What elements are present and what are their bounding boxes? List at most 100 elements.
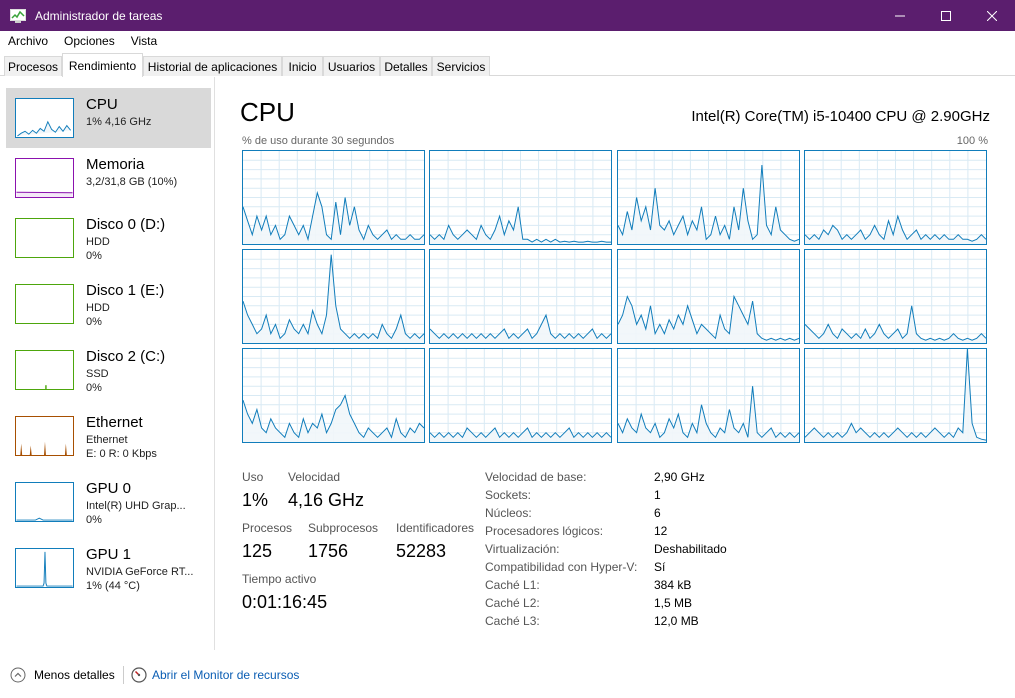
menu-bar: Archivo Opciones Vista [0,31,1015,51]
sidebar-line2: 0% [86,382,102,394]
minimize-icon [895,15,905,16]
info-label: Caché L2: [485,596,540,610]
info-label: Procesadores lógicos: [485,524,604,538]
menu-opciones[interactable]: Opciones [64,34,115,48]
info-label: Caché L1: [485,578,540,592]
info-value: Deshabilitado [654,542,727,556]
sidebar-line1: SSD [86,368,109,380]
title-bar: Administrador de tareas [0,0,1015,31]
disk0-thumbnail [15,218,74,258]
tab-bar: Procesos Rendimiento Historial de aplica… [0,53,1015,77]
sidebar-line2: 0% [86,514,102,526]
core-graph [242,348,425,443]
sidebar-line2: 0% [86,250,102,262]
core-graph [242,150,425,245]
core-usage-line [804,214,986,242]
tab-detalles[interactable]: Detalles [380,56,432,76]
sidebar-line1: HDD [86,236,110,248]
tab-procesos[interactable]: Procesos [4,56,62,76]
core-graph [616,249,800,344]
core-graph [429,249,613,344]
core-usage-line [243,394,424,439]
maximize-icon [941,10,951,21]
tab-servicios[interactable]: Servicios [432,56,490,76]
info-label: Núcleos: [485,506,532,520]
core-graph-svg [804,151,986,244]
sidebar-line1: Ethernet [86,434,128,446]
sidebar-item-gpu-1[interactable]: GPU 1 NVIDIA GeForce RT... 1% (44 °C) [6,538,211,598]
sidebar-name: Disco 0 (D:) [86,216,166,233]
sidebar-item-disco-2[interactable]: Disco 2 (C:) SSD 0% [6,340,211,400]
core-usage-line [617,294,799,341]
core-usage-area [804,216,986,244]
resource-monitor-link[interactable]: Abrir el Monitor de recursos [131,667,299,683]
core-usage-line [617,164,799,242]
core-usage-line [430,427,612,439]
core-graph [616,150,800,245]
minimize-button[interactable] [877,0,923,31]
core-graph-svg [430,151,612,244]
info-value: 1 [654,488,661,502]
chevron-up-icon [10,667,26,683]
uptime-label: Tiempo activo [242,572,317,586]
sidebar-item-gpu-0[interactable]: GPU 0 Intel(R) UHD Grap... 0% [6,472,211,532]
core-graph-svg [804,349,986,442]
core-graph-svg [617,151,799,244]
tab-rendimiento[interactable]: Rendimiento [62,53,143,77]
sidebar-item-ethernet[interactable]: Ethernet Ethernet E: 0 R: 0 Kbps [6,406,211,466]
tab-historial[interactable]: Historial de aplicaciones [143,56,282,76]
threads-value: 1756 [308,541,349,561]
tab-usuarios[interactable]: Usuarios [323,56,380,76]
tab-inicio[interactable]: Inicio [282,56,323,76]
processes-label: Procesos [242,521,293,535]
info-value: 384 kB [654,578,692,592]
core-usage-area [243,254,424,343]
gpu0-thumbnail [15,482,74,522]
menu-vista[interactable]: Vista [130,34,158,48]
usage-label: Uso [242,470,264,484]
info-value: 2,90 GHz [654,470,705,484]
less-details-button[interactable]: Menos detalles [10,667,115,683]
core-graph-svg [617,349,799,442]
sidebar-name: Disco 1 (E:) [86,282,165,299]
sidebar-name: Memoria [86,156,145,173]
close-button[interactable] [969,0,1015,31]
core-usage-area [430,315,612,343]
info-value: 12 [654,524,668,538]
core-graph [616,348,800,443]
core-graph-svg [430,349,612,442]
info-label: Compatibilidad con Hyper-V: [485,560,638,574]
sidebar-item-disco-0[interactable]: Disco 0 (D:) HDD 0% [6,208,211,268]
menu-archivo[interactable]: Archivo [8,34,49,48]
sidebar-line2: 1% (44 °C) [86,580,140,592]
memory-thumbnail [15,158,74,198]
sidebar-item-memoria[interactable]: Memoria 3,2/31,8 GB (10%) [6,148,211,208]
core-graph-svg [243,250,424,343]
speed-label: Velocidad [288,470,341,484]
sidebar-line1: HDD [86,302,110,314]
maximize-button[interactable] [923,0,969,31]
core-usage-line [243,190,424,242]
disk2-thumbnail [15,350,74,390]
usage-value: 1% [242,490,269,510]
core-usage-area [243,192,424,244]
handles-value: 52283 [396,541,447,561]
threads-label: Subprocesos [308,521,379,535]
info-value: 12,0 MB [654,614,699,628]
core-graph-svg [617,250,799,343]
core-usage-line [804,305,986,341]
core-graph [803,249,987,344]
sidebar-item-disco-1[interactable]: Disco 1 (E:) HDD 0% [6,274,211,334]
core-usage-line [430,206,612,243]
resource-monitor-label: Abrir el Monitor de recursos [152,668,300,682]
graph-caption: % de uso durante 30 segundos [242,135,395,147]
sidebar-line1: 1% 4,16 GHz [86,116,152,128]
processes-value: 125 [242,541,273,561]
info-label: Velocidad de base: [485,470,587,484]
sidebar-line2: 0% [86,316,102,328]
resource-monitor-icon [131,667,147,683]
sidebar-name: Disco 2 (C:) [86,348,166,365]
sidebar-item-cpu[interactable]: CPU 1% 4,16 GHz [6,88,211,148]
core-usage-line [430,313,612,340]
core-graph-svg [243,151,424,244]
